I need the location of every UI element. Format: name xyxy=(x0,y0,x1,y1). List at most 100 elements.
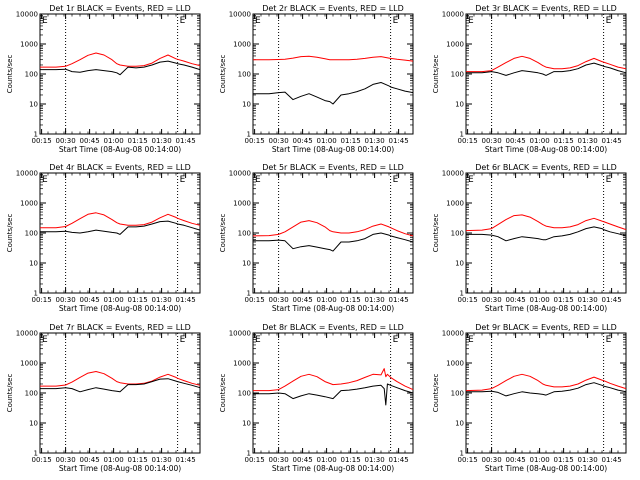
y-axis-label: Counts/sec xyxy=(219,214,227,253)
corner-mark-left: E xyxy=(42,175,48,185)
corner-mark-right: E xyxy=(606,335,612,345)
y-axis-label: Counts/sec xyxy=(6,214,14,253)
x-tick-label: 01:45 xyxy=(602,296,622,304)
x-tick-label: 00:45 xyxy=(506,137,526,145)
corner-mark-left: E xyxy=(42,16,48,26)
y-tick-label: 100 xyxy=(238,230,251,238)
panel-title: Det 5r BLACK = Events, RED = LLD xyxy=(262,163,404,172)
y-axis-label: Counts/sec xyxy=(6,374,14,413)
corner-mark-left: E xyxy=(255,175,261,185)
x-tick-label: 00:45 xyxy=(293,296,313,304)
panel-title: Det 1r BLACK = Events, RED = LLD xyxy=(49,4,191,13)
x-tick-label: 01:45 xyxy=(389,296,409,304)
x-axis-label: Start Time (08-Aug-08 00:14:00) xyxy=(59,464,181,473)
x-tick-label: 00:45 xyxy=(80,137,100,145)
y-tick-label: 1000 xyxy=(20,41,38,49)
panel-det-6: Det 6r BLACK = Events, RED = LLD 1 10 100 10… xyxy=(432,163,626,313)
y-tick-label: 10000 xyxy=(16,11,38,19)
panel-det-9: Det 9r BLACK = Events, RED = LLD 1 10 100 10… xyxy=(432,323,626,473)
corner-mark-right: E xyxy=(180,335,186,345)
series-line-lld xyxy=(40,213,200,228)
plot-frame xyxy=(466,333,626,453)
y-tick-label: 10000 xyxy=(229,330,251,338)
panel-title: Det 4r BLACK = Events, RED = LLD xyxy=(49,163,191,172)
x-tick-label: 00:15 xyxy=(458,456,478,464)
x-axis-label: Start Time (08-Aug-08 00:14:00) xyxy=(485,304,607,313)
panel-title: Det 2r BLACK = Events, RED = LLD xyxy=(262,4,404,13)
series-line-events xyxy=(466,63,626,75)
y-tick-label: 10 xyxy=(242,420,251,428)
panel-det-8: Det 8r BLACK = Events, RED = LLD 1 10 100 10… xyxy=(219,323,413,473)
y-tick-label: 100 xyxy=(25,230,38,238)
y-axis-label: Counts/sec xyxy=(432,55,440,94)
x-tick-label: 00:30 xyxy=(482,137,502,145)
plot-frame xyxy=(466,14,626,134)
x-tick-label: 00:45 xyxy=(293,456,313,464)
x-tick-label: 01:00 xyxy=(104,296,124,304)
corner-mark-right: E xyxy=(180,16,186,26)
series-line-lld xyxy=(253,56,413,61)
x-tick-label: 01:00 xyxy=(530,456,550,464)
y-tick-label: 1000 xyxy=(233,200,251,208)
x-tick-label: 01:45 xyxy=(176,456,196,464)
plot-frame xyxy=(253,14,413,134)
x-tick-label: 01:30 xyxy=(365,456,385,464)
x-tick-label: 01:30 xyxy=(152,137,172,145)
x-tick-label: 01:00 xyxy=(530,296,550,304)
x-tick-label: 01:15 xyxy=(128,296,148,304)
panel-det-7: Det 7r BLACK = Events, RED = LLD11010010… xyxy=(6,323,200,473)
y-tick-label: 10 xyxy=(455,101,464,109)
corner-mark-left: E xyxy=(42,335,48,345)
series-line-events xyxy=(253,83,413,105)
panel-det-2: Det 2r BLACK = Events, RED = LLD 1 10 100 10… xyxy=(219,4,413,154)
y-tick-label: 1000 xyxy=(233,360,251,368)
x-tick-label: 01:00 xyxy=(104,137,124,145)
x-tick-label: 01:45 xyxy=(602,456,622,464)
y-tick-label: 10000 xyxy=(16,170,38,178)
x-tick-label: 01:30 xyxy=(578,456,598,464)
series-line-events xyxy=(40,61,200,75)
y-axis-label: Counts/sec xyxy=(432,374,440,413)
x-tick-label: 00:15 xyxy=(458,137,478,145)
plot-frame xyxy=(40,173,200,293)
x-tick-label: 01:00 xyxy=(317,296,337,304)
corner-mark-right: E xyxy=(393,175,399,185)
x-tick-label: 00:45 xyxy=(80,456,100,464)
plot-frame xyxy=(40,333,200,453)
corner-mark-left: E xyxy=(468,335,474,345)
corner-mark-right: E xyxy=(606,175,612,185)
y-tick-label: 10 xyxy=(29,101,38,109)
y-tick-label: 100 xyxy=(451,71,464,79)
x-tick-label: 01:15 xyxy=(554,456,574,464)
y-tick-label: 10 xyxy=(29,260,38,268)
series-line-lld xyxy=(466,374,626,390)
x-tick-label: 00:15 xyxy=(32,296,52,304)
y-axis-label: Counts/sec xyxy=(432,214,440,253)
panel-title: Det 6r BLACK = Events, RED = LLD xyxy=(475,163,617,172)
series-line-lld xyxy=(40,372,200,387)
series-line-events xyxy=(253,384,413,405)
plot-frame xyxy=(466,173,626,293)
x-tick-label: 01:45 xyxy=(389,137,409,145)
corner-mark-right: E xyxy=(393,335,399,345)
panel-title: Det 8r BLACK = Events, RED = LLD xyxy=(262,323,404,332)
y-tick-label: 1000 xyxy=(446,41,464,49)
x-tick-label: 01:45 xyxy=(602,137,622,145)
x-tick-label: 01:30 xyxy=(152,456,172,464)
y-tick-label: 100 xyxy=(451,390,464,398)
corner-mark-left: E xyxy=(468,175,474,185)
y-tick-label: 1000 xyxy=(20,200,38,208)
x-tick-label: 01:30 xyxy=(578,296,598,304)
x-tick-label: 01:15 xyxy=(554,137,574,145)
y-tick-label: 100 xyxy=(238,390,251,398)
panel-det-3: Det 3r BLACK = Events, RED = LLD 1 10 100 10… xyxy=(432,4,626,154)
y-axis-label: Counts/sec xyxy=(219,55,227,94)
y-tick-label: 1000 xyxy=(446,200,464,208)
x-tick-label: 01:30 xyxy=(365,137,385,145)
x-tick-label: 01:45 xyxy=(389,456,409,464)
y-tick-label: 10000 xyxy=(16,330,38,338)
x-tick-label: 00:45 xyxy=(293,137,313,145)
y-tick-label: 10000 xyxy=(442,11,464,19)
x-tick-label: 01:30 xyxy=(365,296,385,304)
y-tick-label: 10000 xyxy=(442,330,464,338)
